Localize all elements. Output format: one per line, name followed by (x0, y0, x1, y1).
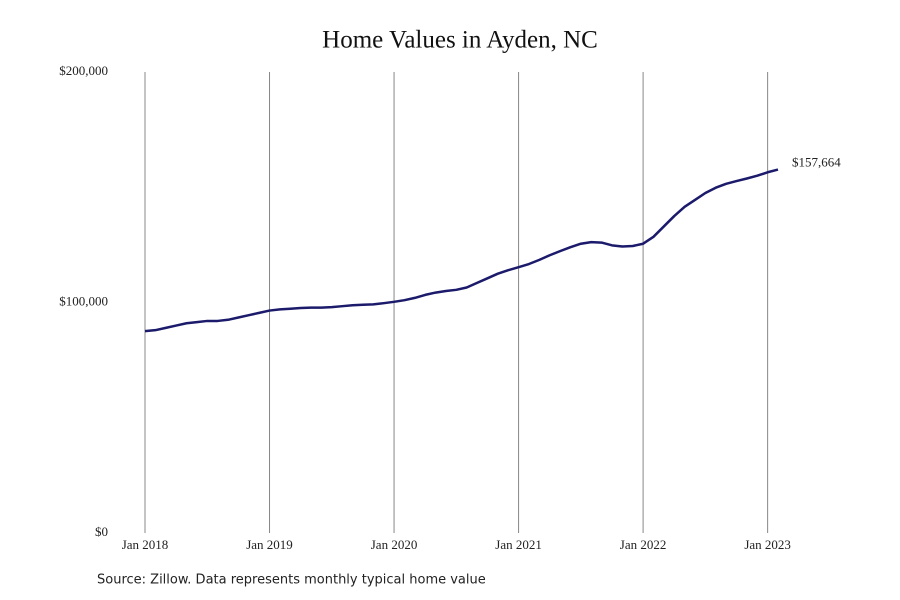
x-tick-label: Jan 2022 (620, 537, 667, 552)
value-label: $157,664 (792, 155, 841, 170)
x-tick-label: Jan 2023 (744, 537, 791, 552)
x-tick-label: Jan 2020 (371, 537, 418, 552)
x-tick-label: Jan 2021 (495, 537, 542, 552)
line-series (144, 168, 779, 333)
x-tick-label: Jan 2019 (246, 537, 293, 552)
chart-title: Home Values in Ayden, NC (322, 27, 598, 54)
y-tick-label: $100,000 (59, 293, 108, 308)
y-tick-label: $200,000 (59, 63, 108, 78)
source-note: Source: Zillow. Data represents monthly … (97, 573, 486, 588)
y-tick-label: $0 (95, 524, 108, 539)
x-tick-label: Jan 2018 (122, 537, 169, 552)
